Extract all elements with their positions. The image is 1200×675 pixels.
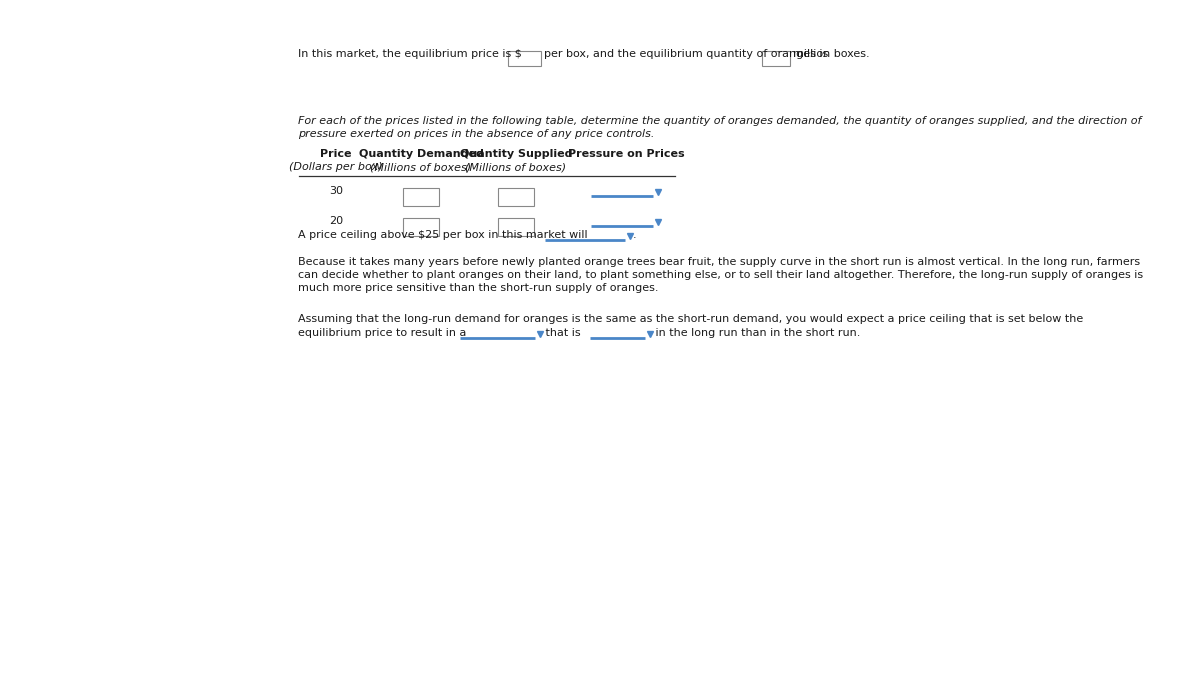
Text: 30: 30 xyxy=(329,186,343,196)
Bar xyxy=(498,188,534,206)
Text: .: . xyxy=(634,230,637,240)
Text: For each of the prices listed in the following table, determine the quantity of : For each of the prices listed in the fol… xyxy=(298,116,1141,126)
Text: much more price sensitive than the short-run supply of oranges.: much more price sensitive than the short… xyxy=(298,283,659,293)
Text: Pressure on Prices: Pressure on Prices xyxy=(568,149,684,159)
Bar xyxy=(403,188,439,206)
Text: that is: that is xyxy=(542,328,584,338)
Text: (Millions of boxes): (Millions of boxes) xyxy=(371,162,472,172)
Text: can decide whether to plant oranges on their land, to plant something else, or t: can decide whether to plant oranges on t… xyxy=(298,270,1144,280)
Bar xyxy=(508,51,541,66)
Text: million boxes.: million boxes. xyxy=(793,49,870,59)
Text: (Millions of boxes): (Millions of boxes) xyxy=(466,162,566,172)
Text: equilibrium price to result in a: equilibrium price to result in a xyxy=(298,328,470,338)
Text: Price: Price xyxy=(320,149,352,159)
Text: Assuming that the long-run demand for oranges is the same as the short-run deman: Assuming that the long-run demand for or… xyxy=(298,314,1084,324)
Bar xyxy=(403,218,439,236)
Text: A price ceiling above $25 per box in this market will: A price ceiling above $25 per box in thi… xyxy=(298,230,592,240)
Text: per box, and the equilibrium quantity of oranges is: per box, and the equilibrium quantity of… xyxy=(544,49,832,59)
Bar xyxy=(762,51,790,66)
Text: Quantity Supplied: Quantity Supplied xyxy=(460,149,572,159)
Text: Quantity Demanded: Quantity Demanded xyxy=(359,149,484,159)
Text: (Dollars per box): (Dollars per box) xyxy=(289,162,383,172)
Text: 20: 20 xyxy=(329,216,343,226)
Text: in the long run than in the short run.: in the long run than in the short run. xyxy=(652,328,860,338)
Text: Because it takes many years before newly planted orange trees bear fruit, the su: Because it takes many years before newly… xyxy=(298,257,1140,267)
Text: pressure exerted on prices in the absence of any price controls.: pressure exerted on prices in the absenc… xyxy=(298,129,654,139)
Text: In this market, the equilibrium price is $: In this market, the equilibrium price is… xyxy=(298,49,522,59)
Bar xyxy=(498,218,534,236)
